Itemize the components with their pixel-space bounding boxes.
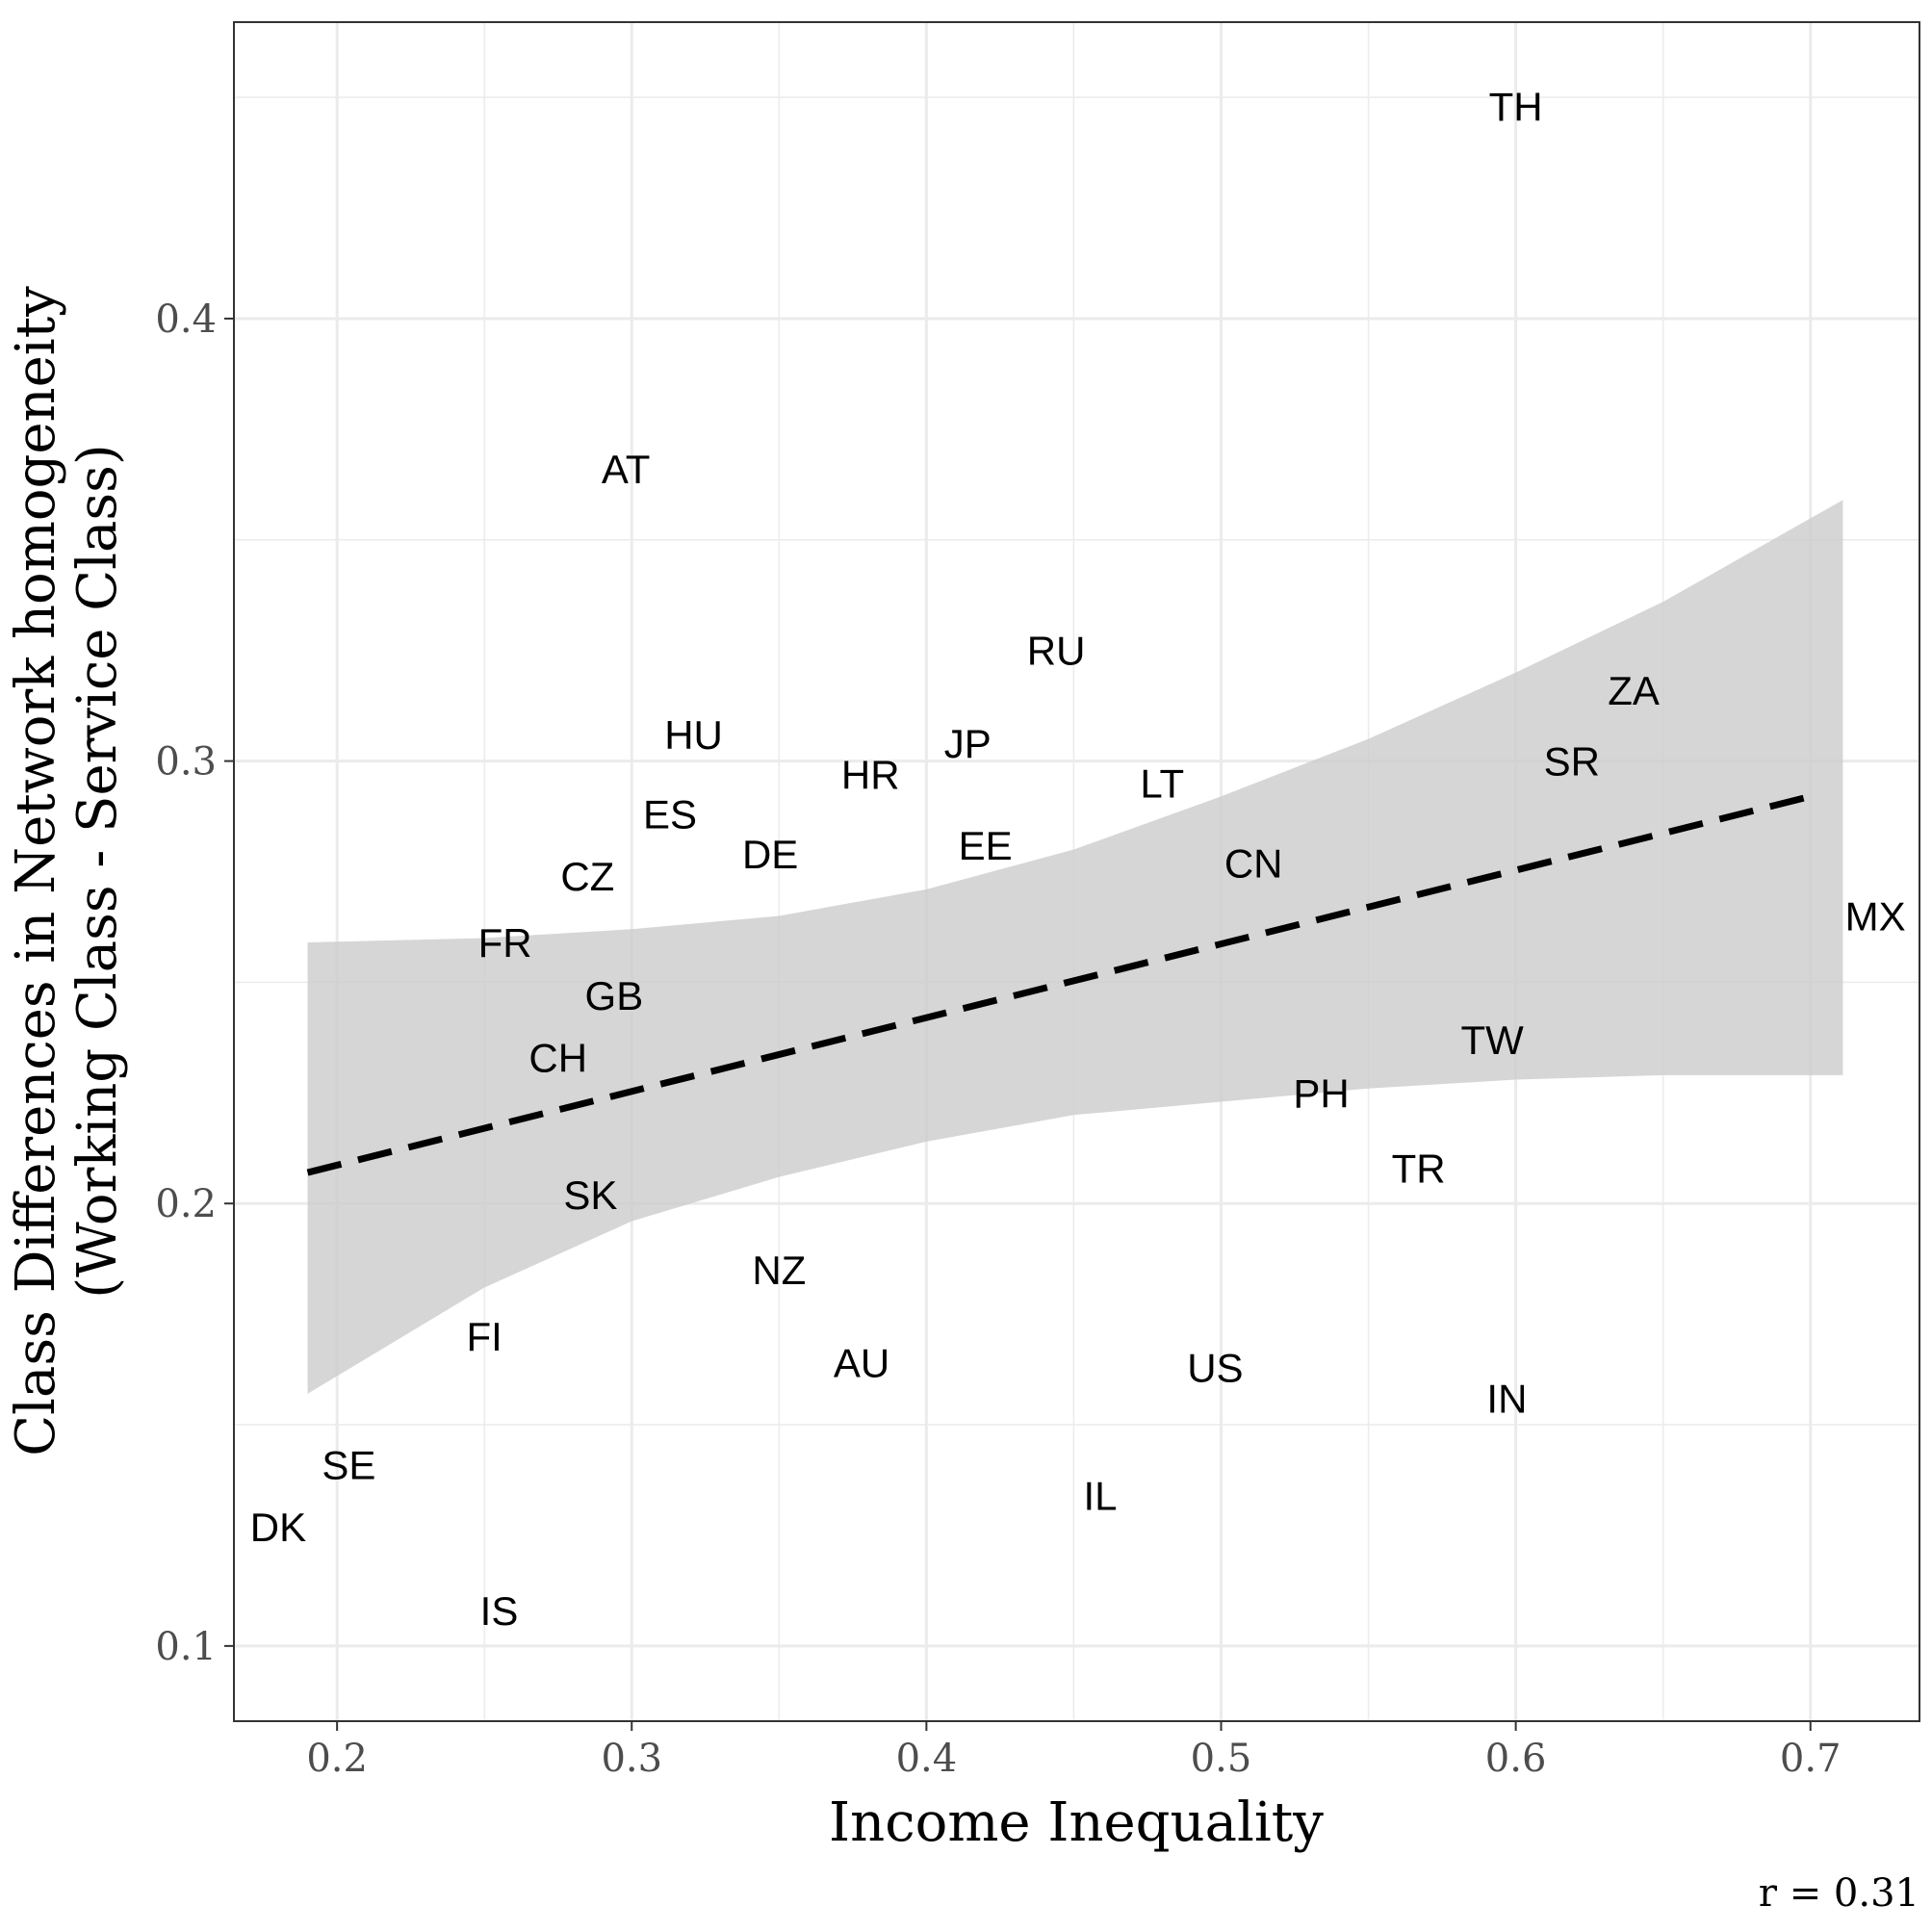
y-axis-title: Class Differences in Network homogeneity… bbox=[5, 286, 129, 1456]
point-label-th: TH bbox=[1489, 84, 1543, 129]
point-label-au: AU bbox=[834, 1341, 889, 1386]
y-axis-title-line-1: Class Differences in Network homogeneity bbox=[5, 286, 67, 1456]
y-axis-title-line-2: (Working Class - Service Class) bbox=[66, 444, 129, 1298]
point-label-dk: DK bbox=[250, 1505, 306, 1550]
y-tick-label: 0.2 bbox=[155, 1182, 217, 1226]
plot-panel-border bbox=[233, 21, 1920, 1722]
point-label-nz: NZ bbox=[752, 1248, 806, 1293]
point-label-ee: EE bbox=[959, 823, 1013, 868]
point-labels: TH AT RU ZA HU JP SR HR LT ES EE DE CN CZ MX FR GB TW CH PH… bbox=[250, 84, 1906, 1634]
x-axis-title: Income Inequality bbox=[829, 1791, 1324, 1854]
point-label-gb: GB bbox=[585, 973, 644, 1018]
point-label-sk: SK bbox=[563, 1172, 617, 1218]
x-tick-label: 0.7 bbox=[1780, 1737, 1842, 1781]
x-tick-label: 0.2 bbox=[306, 1737, 368, 1781]
x-tick-label: 0.5 bbox=[1191, 1737, 1252, 1781]
point-label-de: DE bbox=[742, 832, 798, 877]
point-label-ru: RU bbox=[1027, 629, 1086, 674]
point-label-se: SE bbox=[322, 1442, 375, 1487]
point-label-il: IL bbox=[1083, 1474, 1117, 1519]
point-label-mx: MX bbox=[1845, 893, 1906, 939]
point-label-jp: JP bbox=[944, 721, 992, 766]
point-label-ch: CH bbox=[528, 1036, 587, 1081]
y-axis-ticks: 0.1 0.2 0.3 0.4 bbox=[155, 297, 234, 1669]
point-label-hr: HR bbox=[841, 752, 900, 797]
x-tick-label: 0.3 bbox=[601, 1737, 662, 1781]
y-tick-label: 0.3 bbox=[155, 740, 217, 785]
point-label-hu: HU bbox=[664, 712, 723, 758]
point-label-us: US bbox=[1187, 1345, 1243, 1390]
x-axis-ticks: 0.2 0.3 0.4 0.5 0.6 0.7 bbox=[306, 1721, 1842, 1781]
confidence-band bbox=[307, 500, 1843, 1394]
y-tick-label: 0.4 bbox=[155, 297, 217, 342]
point-label-cz: CZ bbox=[560, 854, 614, 899]
point-label-sr: SR bbox=[1544, 739, 1600, 785]
point-label-fr: FR bbox=[478, 920, 532, 966]
x-tick-label: 0.6 bbox=[1485, 1737, 1547, 1781]
point-label-is: IS bbox=[480, 1588, 519, 1634]
correlation-annotation: r = 0.31 bbox=[1759, 1871, 1919, 1916]
point-label-ph: PH bbox=[1293, 1070, 1349, 1116]
y-tick-label: 0.1 bbox=[155, 1625, 217, 1669]
point-label-es: ES bbox=[643, 792, 697, 837]
x-tick-label: 0.4 bbox=[896, 1737, 958, 1781]
point-label-fi: FI bbox=[467, 1314, 502, 1359]
point-label-za: ZA bbox=[1608, 668, 1660, 713]
point-label-in: IN bbox=[1486, 1376, 1527, 1421]
point-label-tw: TW bbox=[1460, 1018, 1524, 1063]
point-label-cn: CN bbox=[1224, 840, 1283, 886]
point-label-tr: TR bbox=[1392, 1146, 1446, 1191]
point-label-lt: LT bbox=[1140, 761, 1184, 807]
point-label-at: AT bbox=[602, 447, 651, 492]
